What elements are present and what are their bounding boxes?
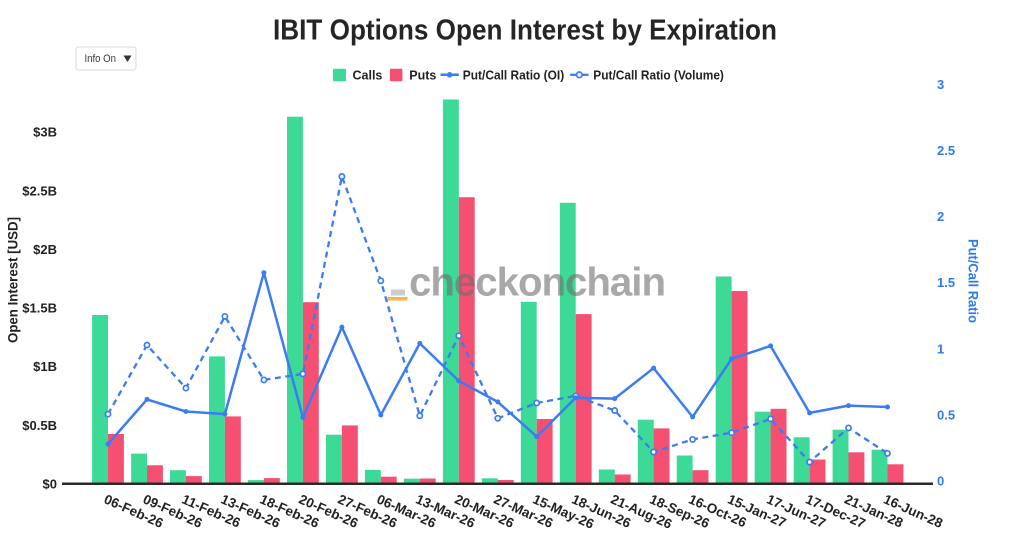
svg-text:0: 0 <box>937 474 944 489</box>
svg-text:$2.5B: $2.5B <box>22 183 57 198</box>
svg-text:Put/Call Ratio (Volume): Put/Call Ratio (Volume) <box>593 69 724 83</box>
svg-text:Open Interest [USD]: Open Interest [USD] <box>6 217 21 343</box>
svg-text:1: 1 <box>937 341 944 356</box>
svg-text:Calls: Calls <box>353 69 383 83</box>
svg-text:1.5: 1.5 <box>937 275 955 290</box>
svg-text:Puts: Puts <box>409 69 436 83</box>
svg-text:2: 2 <box>937 209 944 224</box>
svg-text:2.5: 2.5 <box>937 143 955 158</box>
svg-text:Put/Call Ratio: Put/Call Ratio <box>966 239 981 323</box>
svg-text:checkonchain: checkonchain <box>409 261 665 305</box>
svg-text:$3B: $3B <box>33 125 57 140</box>
svg-text:3: 3 <box>937 77 944 92</box>
svg-text:Put/Call Ratio (OI): Put/Call Ratio (OI) <box>463 69 564 83</box>
svg-text:$0.5B: $0.5B <box>22 418 57 433</box>
svg-text:0.5: 0.5 <box>937 407 955 422</box>
svg-text:$1.5B: $1.5B <box>22 301 57 316</box>
svg-text:$1B: $1B <box>33 359 57 374</box>
svg-text:IBIT Options Open Interest by: IBIT Options Open Interest by Expiration <box>273 15 777 47</box>
svg-text:$0: $0 <box>43 477 57 492</box>
svg-text:Info On: Info On <box>85 53 117 65</box>
svg-text:$2B: $2B <box>33 242 57 257</box>
